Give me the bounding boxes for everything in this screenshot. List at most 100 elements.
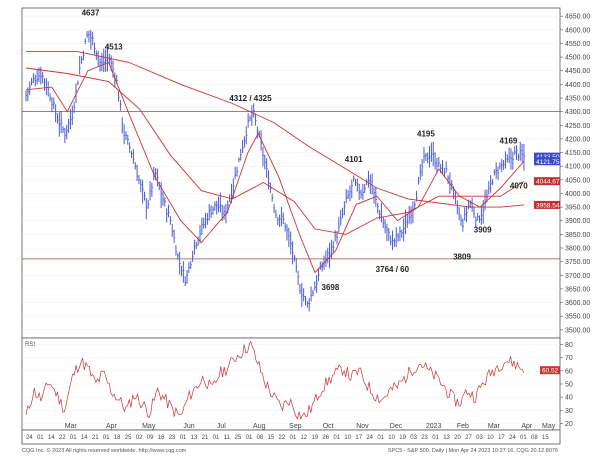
price-tick-label: 3850.00 <box>565 232 590 239</box>
month-label: 2023 <box>426 423 442 430</box>
price-tag-box <box>534 157 560 166</box>
price-tick-label: 4100.00 <box>565 164 590 171</box>
day-label: 17 <box>355 435 362 441</box>
rsi-line <box>25 340 525 420</box>
footer-info: SPC5 - S&P 500, Daily | Mon Apr 24 2023 … <box>388 448 558 454</box>
day-labels: 24 01 14 22 01 14 21 01 18 25 02 09 16 23 01 13 21 01 11 25… <box>26 435 549 441</box>
day-label: 01 <box>70 435 77 441</box>
day-label: 01 <box>520 435 527 441</box>
price-annotation: 3909 <box>474 225 492 234</box>
price-tick-label: 3600.00 <box>565 300 590 307</box>
rsi-tick-label: 60 <box>565 368 573 375</box>
price-tick-label: 4000.00 <box>565 191 590 198</box>
day-label: 10 <box>388 435 395 441</box>
day-label: 21 <box>202 435 209 441</box>
rsi-tick-label: 70 <box>565 355 573 362</box>
day-label: 16 <box>158 435 165 441</box>
day-label: 03 <box>410 435 417 441</box>
price-tick-label: 3750.00 <box>565 259 590 266</box>
price-tick-label: 3950.00 <box>565 205 590 212</box>
day-label: 08 <box>257 435 264 441</box>
price-tick-label: 4600.00 <box>565 27 590 34</box>
day-label: 02 <box>136 435 143 441</box>
month-label: Sep <box>289 423 302 430</box>
day-label: 22 <box>59 435 66 441</box>
month-label: Apr <box>106 423 118 430</box>
day-label: 14 <box>81 435 88 441</box>
price-tick-label: 3650.00 <box>565 286 590 293</box>
day-label: 01 <box>432 435 439 441</box>
day-label: 15 <box>542 435 549 441</box>
rsi-axis: 80 70 60 50 40 30 20 <box>560 342 573 428</box>
day-label: 01 <box>246 435 253 441</box>
day-label: 03 <box>476 435 483 441</box>
day-label: 14 <box>48 435 55 441</box>
rsi-tick-label: 30 <box>565 408 573 415</box>
price-tag-label: 3958.54 <box>536 202 560 209</box>
day-label: 01 <box>289 435 296 441</box>
price-tick-label: 4150.00 <box>565 150 590 157</box>
price-tag-box <box>534 152 560 161</box>
price-tick-label: 4450.00 <box>565 68 590 75</box>
price-annotation: 4101 <box>345 155 363 164</box>
price-tick-label: 4200.00 <box>565 136 590 143</box>
price-tick-label: 3550.00 <box>565 314 590 321</box>
day-label: 23 <box>421 435 428 441</box>
moving-averages <box>25 51 525 274</box>
price-annotation: 4169 <box>500 136 518 145</box>
month-label: Apr <box>521 423 533 430</box>
rsi-tag: 60.52 <box>540 366 560 375</box>
day-label: 26 <box>322 435 329 441</box>
day-label: 19 <box>311 435 318 441</box>
day-label: 10 <box>487 435 494 441</box>
rsi-tick-label: 20 <box>565 421 573 428</box>
day-label: 17 <box>498 435 505 441</box>
month-label: Jul <box>217 423 226 430</box>
moving-average-slow <box>26 51 524 208</box>
day-label: 15 <box>268 435 275 441</box>
day-label: 01 <box>333 435 340 441</box>
price-tag-box <box>534 200 560 209</box>
day-label: 01 <box>103 435 110 441</box>
day-label: 09 <box>147 435 154 441</box>
day-label: 24 <box>509 435 516 441</box>
price-tick-label: 4650.00 <box>565 14 590 21</box>
day-label: 18 <box>114 435 121 441</box>
day-label: 01 <box>180 435 187 441</box>
support-resistance-lines <box>22 111 560 260</box>
price-annotation: 4637 <box>82 9 100 18</box>
day-label: 01 <box>213 435 220 441</box>
day-label: 19 <box>399 435 406 441</box>
price-annotation: 4195 <box>417 129 435 138</box>
price-tick-label: 4250.00 <box>565 123 590 130</box>
day-label: 22 <box>279 435 286 441</box>
price-annotation: 4312 / 4325 <box>229 94 272 103</box>
price-tick-label: 4350.00 <box>565 96 590 103</box>
day-label: 13 <box>443 435 450 441</box>
day-label: 13 <box>191 435 198 441</box>
rsi-tick-label: 40 <box>565 395 573 402</box>
day-label: 01 <box>37 435 44 441</box>
price-annotation: 3809 <box>453 253 471 262</box>
price-tick-label: 3700.00 <box>565 273 590 280</box>
time-axis <box>21 429 561 445</box>
rsi-tick-label: 50 <box>565 382 573 389</box>
month-label: Jun <box>183 423 194 430</box>
price-tag-label: 4121.75 <box>536 159 560 166</box>
rsi-title: RSI <box>25 342 35 348</box>
price-annotation: 4070 <box>510 181 528 190</box>
day-label: 20 <box>454 435 461 441</box>
month-labels: Mar Apr May Jun Jul Aug Sep Oct Nov Dec 2023 Feb Mar… <box>65 423 556 430</box>
price-tick-label: 3800.00 <box>565 246 590 253</box>
price-tick-label: 4550.00 <box>565 41 590 48</box>
month-label: Oct <box>323 423 334 430</box>
month-label: May <box>142 423 156 430</box>
price-grid <box>22 15 560 331</box>
price-axis: 4650.00 4600.00 4550.00 4500.00 4450.00 4400.… <box>560 14 590 334</box>
moving-average-fast <box>25 61 525 274</box>
price-tick-label: 4400.00 <box>565 82 590 89</box>
rsi-series-line <box>25 340 525 420</box>
